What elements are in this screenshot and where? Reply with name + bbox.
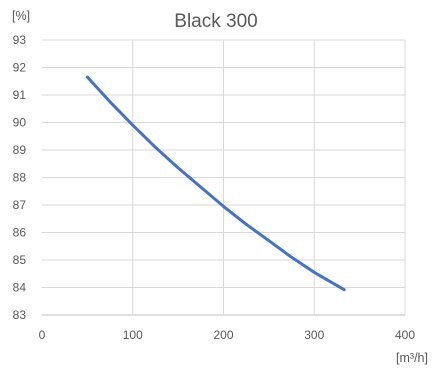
y-tick-label: 85 (13, 253, 27, 267)
y-tick-label: 83 (13, 308, 27, 322)
x-axis-unit: [m³/h] (396, 351, 428, 365)
y-tick-label: 84 (13, 281, 27, 295)
y-tick-label: 93 (13, 33, 27, 47)
y-tick-label: 92 (13, 61, 27, 75)
y-tick-label: 89 (13, 143, 27, 157)
y-tick-label: 91 (13, 88, 27, 102)
chart-title: Black 300 (174, 11, 257, 32)
x-tick-label: 300 (304, 328, 324, 342)
tick-labels: 83 84 85 86 87 88 89 90 91 92 93 0 100 200 300 400 (13, 33, 416, 342)
x-tick-label: 200 (213, 328, 233, 342)
x-tick-label: 0 (39, 328, 46, 342)
series-line (85, 75, 346, 292)
y-tick-label: 86 (13, 226, 27, 240)
x-tick-label: 400 (395, 328, 415, 342)
gridlines (42, 39, 406, 316)
series-layer (85, 75, 346, 292)
y-axis-unit: [%] (12, 9, 30, 23)
y-tick-label: 87 (13, 198, 27, 212)
y-tick-label: 90 (13, 116, 27, 130)
y-tick-label: 88 (13, 171, 27, 185)
x-tick-label: 100 (123, 328, 143, 342)
